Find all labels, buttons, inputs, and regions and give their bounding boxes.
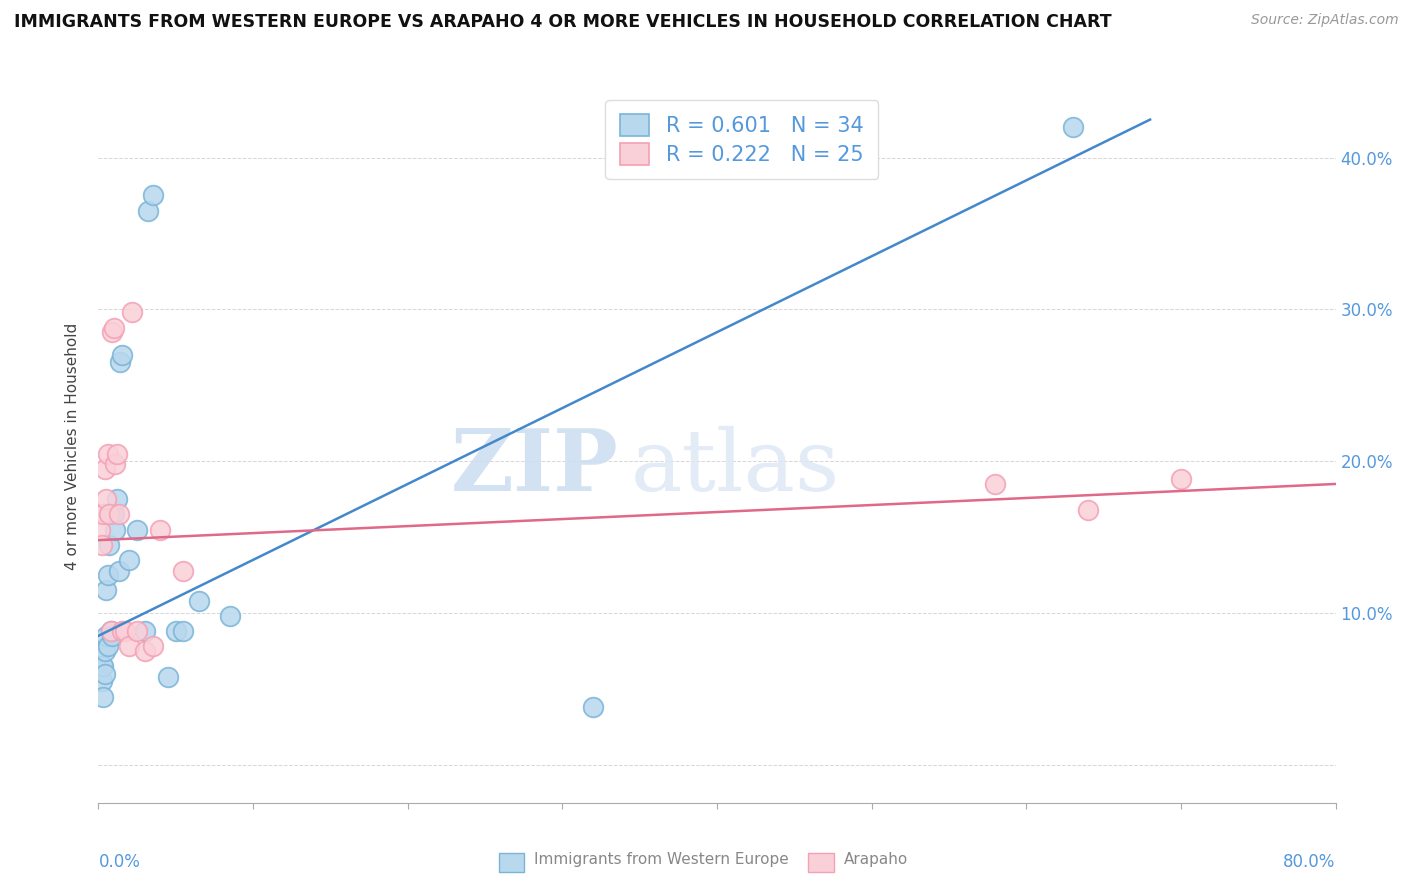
Point xyxy=(90,659,112,673)
Point xyxy=(89,644,111,658)
Point xyxy=(142,640,165,654)
Point xyxy=(173,624,195,639)
Point xyxy=(100,624,122,639)
Point xyxy=(111,624,134,639)
Point xyxy=(101,508,124,522)
Point xyxy=(90,538,112,552)
Point xyxy=(165,624,187,639)
Point xyxy=(91,659,114,673)
Point xyxy=(105,492,128,507)
Point xyxy=(104,457,127,471)
Point xyxy=(136,203,159,218)
Point xyxy=(98,508,121,522)
Point xyxy=(91,690,114,704)
Point xyxy=(89,523,111,537)
Text: 80.0%: 80.0% xyxy=(1284,853,1336,871)
Text: atlas: atlas xyxy=(630,425,839,509)
Point xyxy=(90,674,112,689)
Point xyxy=(103,508,125,522)
Point xyxy=(100,624,122,639)
Point xyxy=(96,583,118,598)
Point xyxy=(1170,472,1192,486)
Point xyxy=(127,523,149,537)
Text: Immigrants from Western Europe: Immigrants from Western Europe xyxy=(534,852,789,867)
Point xyxy=(134,624,156,639)
Point xyxy=(104,523,127,537)
Point xyxy=(118,640,141,654)
Point xyxy=(93,666,115,681)
Point xyxy=(101,629,124,643)
Point xyxy=(111,348,134,362)
Point xyxy=(93,644,115,658)
Point xyxy=(142,188,165,202)
Text: Arapaho: Arapaho xyxy=(844,852,908,867)
Point xyxy=(1062,120,1084,135)
Point xyxy=(97,447,120,461)
Point xyxy=(114,624,136,639)
Point xyxy=(96,629,118,643)
Y-axis label: 4 or more Vehicles in Household: 4 or more Vehicles in Household xyxy=(65,322,80,570)
Point xyxy=(582,700,605,714)
Point xyxy=(97,640,120,654)
Text: IMMIGRANTS FROM WESTERN EUROPE VS ARAPAHO 4 OR MORE VEHICLES IN HOUSEHOLD CORREL: IMMIGRANTS FROM WESTERN EUROPE VS ARAPAH… xyxy=(14,13,1112,31)
Point xyxy=(121,305,143,319)
Text: Source: ZipAtlas.com: Source: ZipAtlas.com xyxy=(1251,13,1399,28)
Point xyxy=(105,447,128,461)
Point xyxy=(108,355,131,369)
Point xyxy=(134,644,156,658)
Point xyxy=(93,462,115,476)
Point xyxy=(157,670,180,684)
Point xyxy=(98,508,121,522)
Point xyxy=(91,508,114,522)
Point xyxy=(97,568,120,582)
Point xyxy=(107,508,129,522)
Point xyxy=(98,538,121,552)
Point xyxy=(984,477,1007,491)
Point xyxy=(219,609,242,624)
Point xyxy=(127,624,149,639)
Point xyxy=(118,553,141,567)
Point xyxy=(149,523,172,537)
Point xyxy=(103,320,125,334)
Text: ZIP: ZIP xyxy=(450,425,619,509)
Point xyxy=(96,492,118,507)
Text: 0.0%: 0.0% xyxy=(98,853,141,871)
Point xyxy=(173,564,195,578)
Legend: R = 0.601   N = 34, R = 0.222   N = 25: R = 0.601 N = 34, R = 0.222 N = 25 xyxy=(606,100,879,179)
Point xyxy=(188,594,211,608)
Point xyxy=(107,564,129,578)
Point xyxy=(101,325,124,339)
Point xyxy=(1077,502,1099,516)
